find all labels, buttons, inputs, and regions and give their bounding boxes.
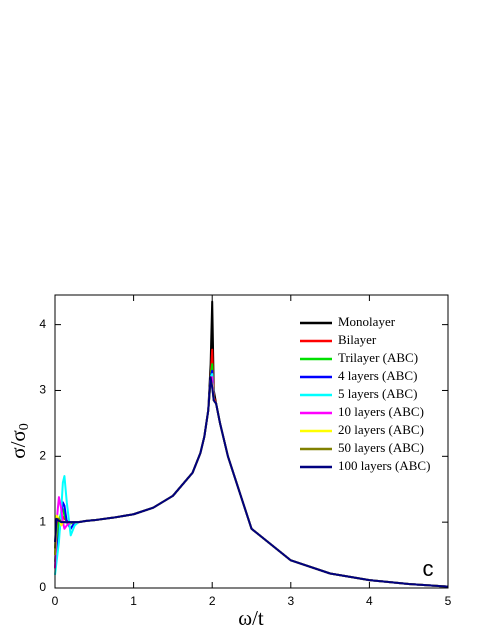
x-tick-label: 4: [366, 594, 373, 608]
legend-label: 20 layers (ABC): [338, 422, 424, 437]
legend-label: 50 layers (ABC): [338, 440, 424, 455]
y-label-main: σ/σ: [6, 430, 30, 458]
x-tick-label: 1: [130, 594, 137, 608]
series-line: [54, 376, 449, 588]
legend-label: 5 layers (ABC): [338, 386, 417, 401]
y-tick-label: 4: [39, 317, 46, 331]
x-tick-label: 0: [52, 594, 59, 608]
x-tick-label: 5: [445, 594, 452, 608]
x-axis-label: ω/t: [238, 606, 264, 630]
legend-label: Monolayer: [338, 314, 396, 329]
y-tick-label: 1: [39, 514, 46, 528]
y-tick-label: 3: [39, 383, 46, 397]
x-tick-label: 2: [209, 594, 216, 608]
y-tick-label: 2: [39, 448, 46, 462]
annotation: c: [423, 556, 434, 581]
x-tick-label: 3: [287, 594, 294, 608]
legend-label: 4 layers (ABC): [338, 368, 417, 383]
y-tick-label: 0: [39, 580, 46, 594]
y-axis-label: σ/σ0: [6, 423, 32, 458]
legend-label: Trilayer (ABC): [338, 350, 418, 365]
legend-label: 100 layers (ABC): [338, 458, 430, 473]
y-label-subscript: 0: [17, 423, 32, 430]
plot-frame: [54, 294, 449, 589]
legend-label: Bilayer: [338, 332, 377, 347]
legend-label: 10 layers (ABC): [338, 404, 424, 419]
